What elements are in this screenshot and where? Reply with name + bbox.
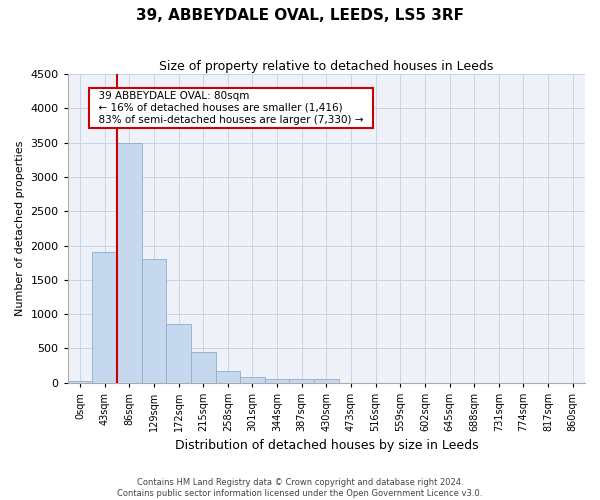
Bar <box>166 324 191 383</box>
Text: Contains HM Land Registry data © Crown copyright and database right 2024.
Contai: Contains HM Land Registry data © Crown c… <box>118 478 482 498</box>
Bar <box>142 260 166 383</box>
Y-axis label: Number of detached properties: Number of detached properties <box>15 141 25 316</box>
Text: 39 ABBEYDALE OVAL: 80sqm
  ← 16% of detached houses are smaller (1,416)
  83% of: 39 ABBEYDALE OVAL: 80sqm ← 16% of detach… <box>92 92 370 124</box>
Bar <box>215 371 240 383</box>
X-axis label: Distribution of detached houses by size in Leeds: Distribution of detached houses by size … <box>175 440 478 452</box>
Bar <box>68 380 92 383</box>
Bar <box>92 252 117 383</box>
Title: Size of property relative to detached houses in Leeds: Size of property relative to detached ho… <box>159 60 494 73</box>
Bar <box>314 380 338 383</box>
Bar <box>265 378 289 383</box>
Bar <box>191 352 215 383</box>
Bar <box>289 379 314 383</box>
Bar <box>240 376 265 383</box>
Text: 39, ABBEYDALE OVAL, LEEDS, LS5 3RF: 39, ABBEYDALE OVAL, LEEDS, LS5 3RF <box>136 8 464 22</box>
Bar <box>117 142 142 383</box>
